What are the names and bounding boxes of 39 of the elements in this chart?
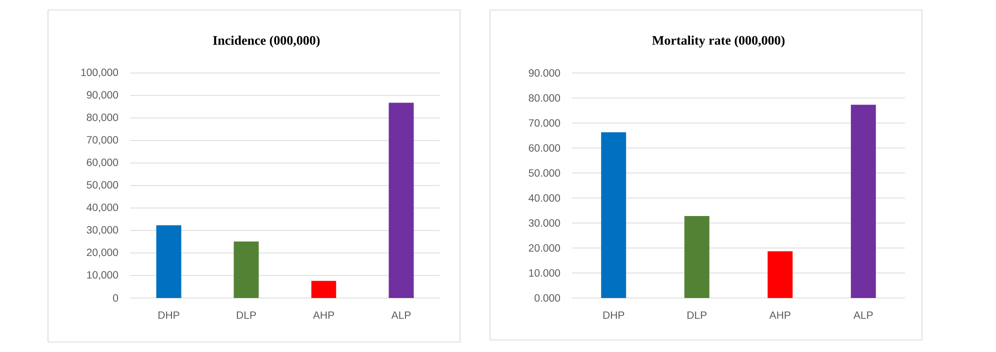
x-tick-label: DLP bbox=[236, 312, 256, 319]
x-tick-label: AHP bbox=[312, 312, 334, 319]
chart-title: Incidence (000,000) bbox=[213, 36, 320, 48]
bar bbox=[768, 251, 793, 298]
y-tick-label: 40.000 bbox=[528, 194, 560, 202]
y-tick-label: 10,000 bbox=[87, 271, 118, 280]
x-tick-label: ALP bbox=[391, 312, 411, 319]
y-tick-label: 20,000 bbox=[86, 248, 118, 258]
y-tick-label: 0 bbox=[113, 294, 118, 302]
y-tick-label: 60,000 bbox=[86, 158, 118, 168]
bar bbox=[311, 280, 336, 298]
chart-title: Mortality rate (000,000) bbox=[652, 36, 785, 48]
y-tick-label: 10.000 bbox=[529, 269, 560, 277]
bar bbox=[601, 132, 626, 298]
y-tick-label: 100,000 bbox=[81, 68, 118, 78]
bar bbox=[684, 216, 710, 298]
y-tick-label: 80,000 bbox=[86, 114, 118, 122]
bar bbox=[234, 242, 259, 298]
bar bbox=[388, 102, 414, 298]
y-tick-label: 70,000 bbox=[86, 136, 118, 145]
x-tick-label: DHP bbox=[603, 312, 624, 319]
y-tick-label: 70.000 bbox=[528, 119, 560, 127]
y-tick-label: 80.000 bbox=[528, 94, 560, 102]
y-tick-label: 0.000 bbox=[534, 294, 560, 302]
y-tick-label: 90.000 bbox=[528, 69, 560, 77]
y-tick-label: 60.000 bbox=[528, 144, 560, 152]
x-tick-label: DHP bbox=[158, 312, 180, 319]
y-tick-label: 30,000 bbox=[86, 226, 118, 235]
x-tick-label: DLP bbox=[688, 312, 707, 319]
y-tick-label: 90,000 bbox=[86, 91, 118, 100]
y-tick-label: 50,000 bbox=[86, 181, 118, 190]
y-tick-label: 20.000 bbox=[528, 244, 560, 252]
bar bbox=[850, 104, 876, 298]
x-tick-label: AHP bbox=[769, 312, 790, 319]
y-tick-label: 30.000 bbox=[528, 219, 560, 227]
x-tick-label: ALP bbox=[853, 312, 873, 319]
bar bbox=[156, 225, 182, 298]
y-tick-label: 40,000 bbox=[86, 204, 118, 212]
y-tick-label: 50.000 bbox=[528, 169, 560, 177]
